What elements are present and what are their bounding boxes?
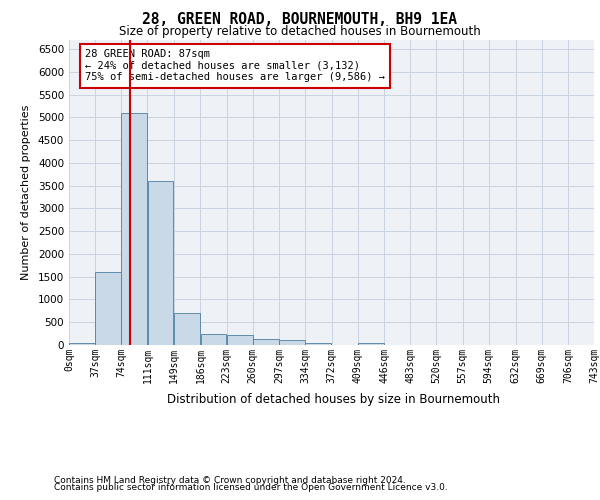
Text: Contains public sector information licensed under the Open Government Licence v3: Contains public sector information licen…	[54, 484, 448, 492]
Bar	[253, 339, 278, 345]
Text: 28, GREEN ROAD, BOURNEMOUTH, BH9 1EA: 28, GREEN ROAD, BOURNEMOUTH, BH9 1EA	[143, 12, 458, 28]
Text: Contains HM Land Registry data © Crown copyright and database right 2024.: Contains HM Land Registry data © Crown c…	[54, 476, 406, 485]
Y-axis label: Number of detached properties: Number of detached properties	[21, 105, 31, 280]
Text: Distribution of detached houses by size in Bournemouth: Distribution of detached houses by size …	[167, 392, 500, 406]
Bar	[175, 313, 200, 345]
Bar	[148, 181, 173, 345]
Bar	[358, 342, 384, 345]
Bar	[227, 334, 253, 345]
Bar	[95, 272, 121, 345]
Bar	[121, 113, 147, 345]
Bar	[305, 342, 331, 345]
Text: 28 GREEN ROAD: 87sqm
← 24% of detached houses are smaller (3,132)
75% of semi-de: 28 GREEN ROAD: 87sqm ← 24% of detached h…	[85, 49, 385, 82]
Text: Size of property relative to detached houses in Bournemouth: Size of property relative to detached ho…	[119, 25, 481, 38]
Bar	[279, 340, 305, 345]
Bar	[69, 342, 95, 345]
Bar	[200, 334, 226, 345]
